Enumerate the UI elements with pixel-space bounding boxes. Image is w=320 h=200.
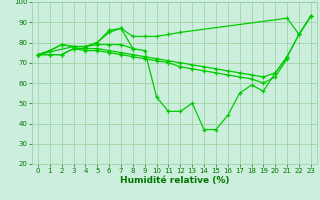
X-axis label: Humidité relative (%): Humidité relative (%) bbox=[120, 176, 229, 185]
